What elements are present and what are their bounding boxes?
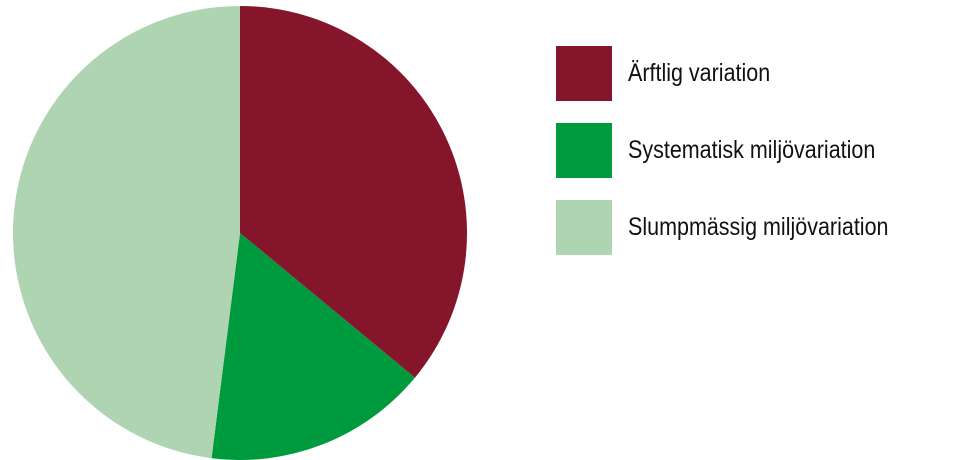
legend-label-slumpmassig-miljovariation: Slumpmässig miljövariation xyxy=(628,213,889,241)
pie-slice-slumpmassig-miljovariation xyxy=(13,6,241,459)
legend-swatch-systematisk-miljovariation xyxy=(556,123,612,178)
legend-label-systematisk-miljovariation: Systematisk miljövariation xyxy=(628,136,876,164)
pie-slice-systematisk-miljovariation xyxy=(211,233,415,460)
pie-slice-arftlig-variation xyxy=(240,6,468,378)
legend-swatch-arftlig-variation xyxy=(556,46,612,101)
legend-label-arftlig-variation: Ärftlig variation xyxy=(628,59,771,87)
legend-swatch-slumpmassig-miljovariation xyxy=(556,200,612,255)
pie-slices xyxy=(13,6,468,460)
